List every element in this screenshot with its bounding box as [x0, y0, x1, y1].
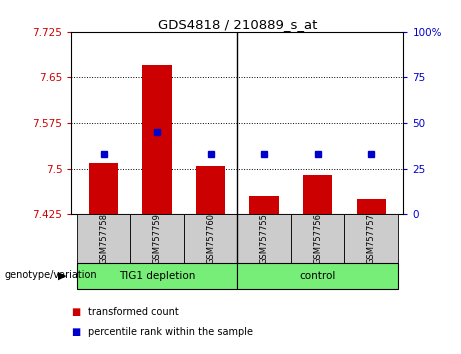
Bar	[356, 199, 386, 214]
Text: TIG1 depletion: TIG1 depletion	[119, 271, 195, 281]
Bar	[77, 263, 237, 289]
Text: genotype/variation: genotype/variation	[5, 270, 97, 280]
Text: GSM757757: GSM757757	[367, 213, 376, 264]
Text: transformed count: transformed count	[88, 307, 178, 316]
Bar	[291, 214, 344, 264]
Title: GDS4818 / 210889_s_at: GDS4818 / 210889_s_at	[158, 18, 317, 31]
Bar	[142, 65, 172, 214]
Text: GSM757756: GSM757756	[313, 213, 322, 264]
Bar	[196, 166, 225, 214]
Text: GSM757755: GSM757755	[260, 213, 269, 264]
Bar	[130, 214, 184, 264]
Bar	[237, 214, 291, 264]
Text: control: control	[300, 271, 336, 281]
Text: GSM757760: GSM757760	[206, 213, 215, 264]
Bar	[77, 214, 130, 264]
Bar	[184, 214, 237, 264]
Text: percentile rank within the sample: percentile rank within the sample	[88, 327, 253, 337]
Text: GSM757759: GSM757759	[153, 213, 162, 264]
Text: GSM757758: GSM757758	[99, 213, 108, 264]
Text: ▶: ▶	[58, 270, 66, 280]
Text: ■: ■	[71, 307, 81, 316]
Bar	[89, 162, 118, 214]
Bar	[237, 263, 398, 289]
Bar	[344, 214, 398, 264]
Bar	[303, 175, 332, 214]
Text: ■: ■	[71, 327, 81, 337]
Bar	[249, 196, 279, 214]
